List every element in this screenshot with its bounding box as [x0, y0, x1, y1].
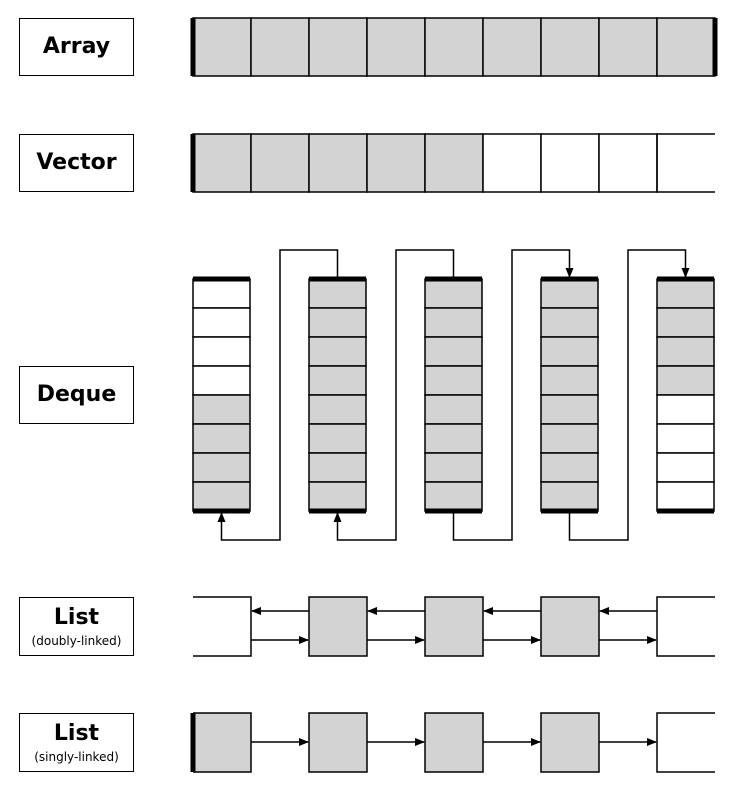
deque-cell	[540, 365, 599, 396]
array-slot	[366, 17, 426, 77]
vector-slot	[424, 133, 484, 193]
deque-cell	[308, 394, 367, 425]
array-slot	[308, 17, 368, 77]
list-singly-sublabel: (singly-linked)	[34, 749, 119, 764]
deque-cell	[540, 423, 599, 454]
list-doubly-label: List	[53, 604, 100, 630]
deque-cell	[424, 278, 483, 309]
array-slot	[540, 17, 600, 77]
list-singly-node	[193, 712, 252, 773]
list-doubly-node	[540, 596, 600, 657]
deque-cell	[192, 336, 251, 367]
deque-cell	[308, 423, 367, 454]
array-slot	[192, 17, 252, 77]
deque-cell	[192, 452, 251, 483]
vector-slot	[308, 133, 368, 193]
deque-cell	[540, 452, 599, 483]
vector-slot	[482, 133, 542, 193]
deque-cell	[424, 423, 483, 454]
deque-cell	[424, 307, 483, 338]
deque-cell	[656, 278, 715, 309]
list-doubly-label-box: List (doubly-linked)	[19, 597, 134, 656]
deque-label-box: Deque	[19, 366, 134, 424]
deque-cell	[540, 481, 599, 512]
deque-cell	[192, 394, 251, 425]
deque-link-arrow	[333, 249, 455, 541]
array-slot	[656, 17, 716, 77]
deque-cell	[192, 365, 251, 396]
deque-cell	[308, 336, 367, 367]
list-singly-node	[540, 712, 600, 773]
deque-cell	[192, 423, 251, 454]
deque-cell	[656, 307, 715, 338]
deque-cell	[308, 452, 367, 483]
deque-cell	[192, 307, 251, 338]
list-doubly-node	[656, 596, 715, 657]
array-slot	[598, 17, 658, 77]
list-doubly-node	[193, 596, 252, 657]
deque-link-arrow	[452, 249, 574, 541]
deque-cell	[424, 481, 483, 512]
array-slot	[250, 17, 310, 77]
array-label-box: Array	[19, 18, 134, 76]
list-singly-label: List	[53, 720, 100, 746]
deque-cell	[424, 365, 483, 396]
deque-cell	[656, 452, 715, 483]
deque-cell	[656, 423, 715, 454]
deque-link-arrow	[568, 249, 690, 541]
deque-cell	[424, 452, 483, 483]
deque-cell	[540, 278, 599, 309]
list-doubly-node	[308, 596, 368, 657]
deque-cell	[424, 336, 483, 367]
array-label: Array	[42, 34, 111, 59]
list-singly-label-box: List (singly-linked)	[19, 713, 134, 772]
vector-label: Vector	[36, 150, 117, 175]
array-slot	[482, 17, 542, 77]
array-slot	[424, 17, 484, 77]
vector-slot	[250, 133, 310, 193]
deque-cell	[308, 481, 367, 512]
deque-cell	[656, 365, 715, 396]
list-singly-node	[424, 712, 484, 773]
vector-slot	[598, 133, 658, 193]
deque-cell	[308, 307, 367, 338]
deque-cell	[540, 394, 599, 425]
deque-cell	[656, 394, 715, 425]
deque-cell	[656, 481, 715, 512]
deque-cell	[656, 336, 715, 367]
deque-cell	[540, 307, 599, 338]
deque-cell	[540, 336, 599, 367]
vector-slot	[192, 133, 252, 193]
deque-cell	[308, 365, 367, 396]
deque-cell	[424, 394, 483, 425]
deque-cell	[192, 278, 251, 309]
deque-link-arrow	[217, 249, 339, 541]
deque-cell	[308, 278, 367, 309]
list-singly-node	[656, 712, 715, 773]
vector-slot	[656, 133, 715, 193]
vector-label-box: Vector	[19, 134, 134, 192]
deque-label: Deque	[36, 382, 117, 407]
vector-slot	[366, 133, 426, 193]
list-doubly-sublabel: (doubly-linked)	[31, 633, 122, 648]
list-doubly-node	[424, 596, 484, 657]
list-singly-node	[308, 712, 368, 773]
vector-slot	[540, 133, 600, 193]
deque-cell	[192, 481, 251, 512]
